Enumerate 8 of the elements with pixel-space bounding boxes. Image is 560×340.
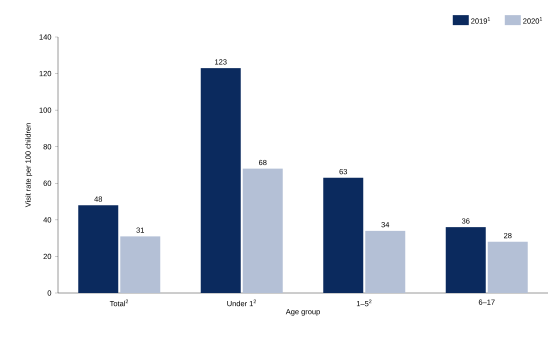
- bar: [488, 242, 528, 293]
- bar: [120, 236, 160, 293]
- bar: [242, 168, 283, 293]
- bar: [78, 205, 118, 293]
- bar: [200, 68, 241, 293]
- bar: [446, 227, 486, 293]
- bar: [365, 230, 406, 293]
- bar: [323, 178, 364, 293]
